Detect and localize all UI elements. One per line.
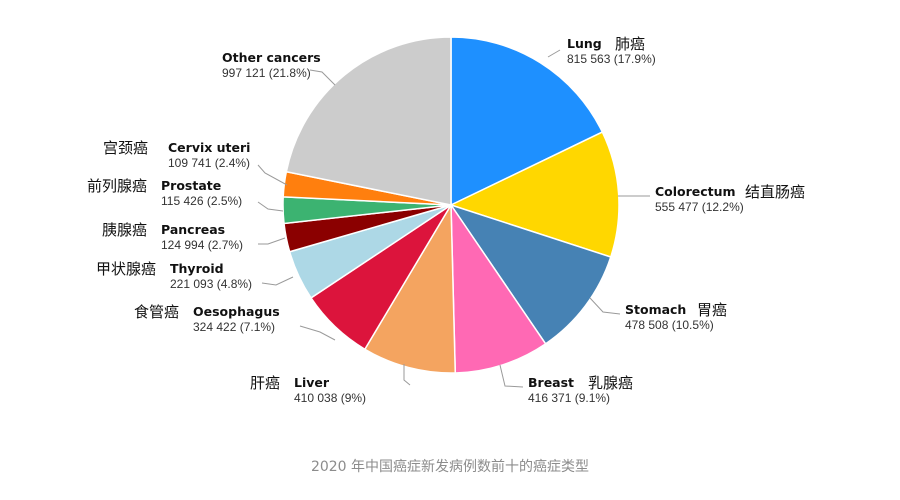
leader-lines [257, 49, 650, 388]
slice-value: 324 422 (7.1%) [193, 320, 275, 334]
slice-name: Pancreas [161, 222, 225, 237]
slice-value: 815 563 (17.9%) [567, 52, 656, 66]
leader-line-prostate [257, 201, 284, 212]
slice-name-zh: 食管癌 [134, 303, 179, 321]
slice-label-cervix-uteri: Cervix uteri 宫颈癌 109 741 (2.4%) [103, 139, 250, 170]
slice-name: Cervix uteri [168, 140, 250, 155]
slice-label-thyroid: Thyroid 甲状腺癌 221 093 (4.8%) [96, 260, 252, 291]
leader-line-oesophagus [299, 325, 336, 341]
leader-line-stomach [589, 297, 621, 315]
leader-line-thyroid [261, 276, 294, 286]
slice-name-zh: 肝癌 [250, 374, 280, 392]
slice-name-zh: 胃癌 [697, 301, 727, 319]
leader-line-lung [547, 49, 561, 58]
slice-label-oesophagus: Oesophagus 食管癌 324 422 (7.1%) [134, 303, 280, 334]
slice-name-zh: 胰腺癌 [102, 221, 147, 239]
slice-value: 115 426 (2.5%) [161, 194, 242, 208]
slice-label-pancreas: Pancreas 胰腺癌 124 994 (2.7%) [102, 221, 243, 252]
pie-slice-colorectum [448, 131, 620, 258]
slice-name: Other cancers [222, 50, 321, 65]
slice-name: Stomach [625, 302, 686, 317]
pie-slice-lung [450, 36, 604, 207]
slice-label-liver: Liver 肝癌 410 038 (9%) [250, 374, 366, 405]
slice-name-zh: 甲状腺癌 [96, 260, 156, 278]
pie-slice-breast [450, 202, 547, 374]
slice-name-zh: 肺癌 [615, 35, 645, 53]
slice-name: Colorectum [655, 184, 736, 199]
leader-line-pancreas [258, 237, 286, 245]
slice-name: Lung [567, 36, 602, 51]
slice-name-zh: 宫颈癌 [103, 139, 148, 157]
pie-slices [282, 36, 620, 374]
slice-value: 997 121 (21.8%) [222, 66, 311, 80]
slice-label-prostate: Prostate 前列腺癌 115 426 (2.5%) [87, 177, 242, 208]
slice-name-zh: 前列腺癌 [87, 177, 147, 195]
leader-line-liver [403, 364, 411, 386]
pie-slice-other-cancers [285, 36, 452, 206]
slice-name-zh: 乳腺癌 [588, 374, 633, 392]
slice-value: 124 994 (2.7%) [161, 238, 243, 252]
pie-slice-liver [363, 202, 457, 374]
slice-value: 109 741 (2.4%) [168, 156, 250, 170]
leader-line-other-cancers [309, 69, 336, 86]
leader-line-breast [499, 364, 524, 388]
leader-line-cervix-uteri [257, 164, 288, 186]
slice-name: Thyroid [170, 261, 224, 276]
chart-caption: 2020 年中国癌症新发病例数前十的癌症类型 [310, 459, 590, 475]
slice-value: 410 038 (9%) [294, 391, 366, 405]
slice-value: 478 508 (10.5%) [625, 318, 714, 332]
slice-name: Oesophagus [193, 304, 280, 319]
slice-name-zh: 结直肠癌 [745, 183, 805, 201]
slice-value: 416 371 (9.1%) [528, 391, 610, 405]
slice-value: 555 477 (12.2%) [655, 200, 744, 214]
slice-name: Breast [528, 375, 574, 390]
slice-name: Prostate [161, 178, 221, 193]
slice-name: Liver [294, 375, 330, 390]
slice-value: 221 093 (4.8%) [170, 277, 252, 291]
pie-slice-stomach [449, 203, 612, 345]
